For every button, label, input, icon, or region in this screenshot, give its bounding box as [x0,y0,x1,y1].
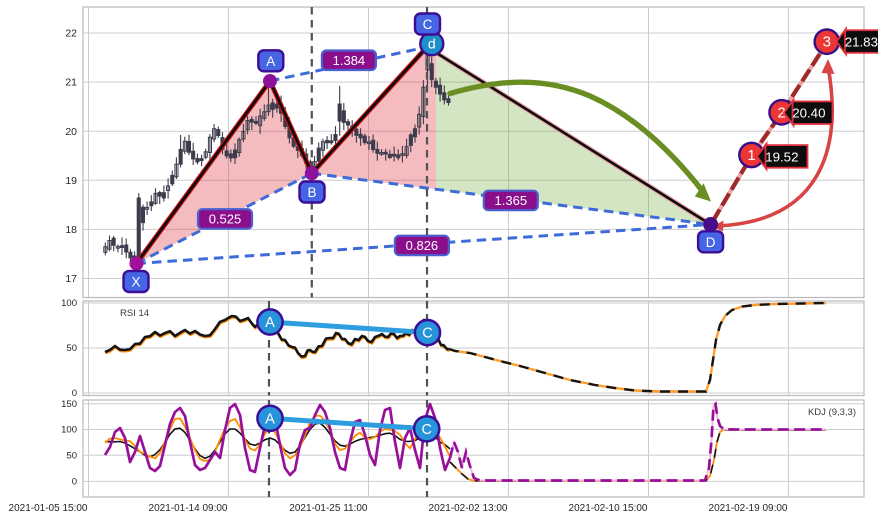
svg-text:150: 150 [61,399,77,410]
svg-text:A: A [265,411,275,427]
svg-text:20.40: 20.40 [792,106,825,121]
svg-text:17: 17 [65,273,77,285]
svg-text:1.384: 1.384 [333,53,366,68]
svg-text:C: C [421,422,431,438]
svg-text:2021-01-05 15:00: 2021-01-05 15:00 [9,503,88,514]
svg-text:22: 22 [65,28,77,40]
svg-text:100: 100 [61,425,77,436]
svg-text:RSI 14: RSI 14 [120,308,149,319]
svg-text:100: 100 [61,298,77,309]
svg-text:d: d [428,36,436,52]
svg-text:B: B [307,185,316,200]
svg-text:21: 21 [65,77,77,89]
svg-text:50: 50 [66,343,77,354]
svg-text:2021-01-14 09:00: 2021-01-14 09:00 [149,503,228,514]
svg-text:1: 1 [747,147,755,164]
svg-text:19.52: 19.52 [765,149,798,164]
svg-text:0.525: 0.525 [209,212,242,227]
svg-text:0.826: 0.826 [406,238,439,253]
svg-text:50: 50 [66,451,77,462]
svg-text:3: 3 [823,34,831,51]
svg-text:C: C [423,17,433,32]
svg-text:18: 18 [65,224,77,236]
svg-text:2021-01-25 11:00: 2021-01-25 11:00 [289,503,368,514]
svg-text:19: 19 [65,175,77,187]
svg-text:0: 0 [72,388,77,399]
svg-text:20: 20 [65,126,77,138]
svg-text:A: A [265,315,275,331]
svg-text:A: A [266,54,275,69]
svg-text:2021-02-10 15:00: 2021-02-10 15:00 [569,503,648,514]
svg-text:2021-02-19 09:00: 2021-02-19 09:00 [709,503,788,514]
svg-text:X: X [131,275,140,290]
svg-text:21.83: 21.83 [845,34,878,49]
svg-text:D: D [706,235,716,250]
svg-text:2: 2 [777,104,785,121]
svg-text:C: C [422,326,432,342]
svg-text:2021-02-02 13:00: 2021-02-02 13:00 [429,503,508,514]
svg-text:KDJ (9,3,3): KDJ (9,3,3) [808,407,856,418]
svg-text:0: 0 [72,477,77,488]
svg-text:1.365: 1.365 [495,193,528,208]
